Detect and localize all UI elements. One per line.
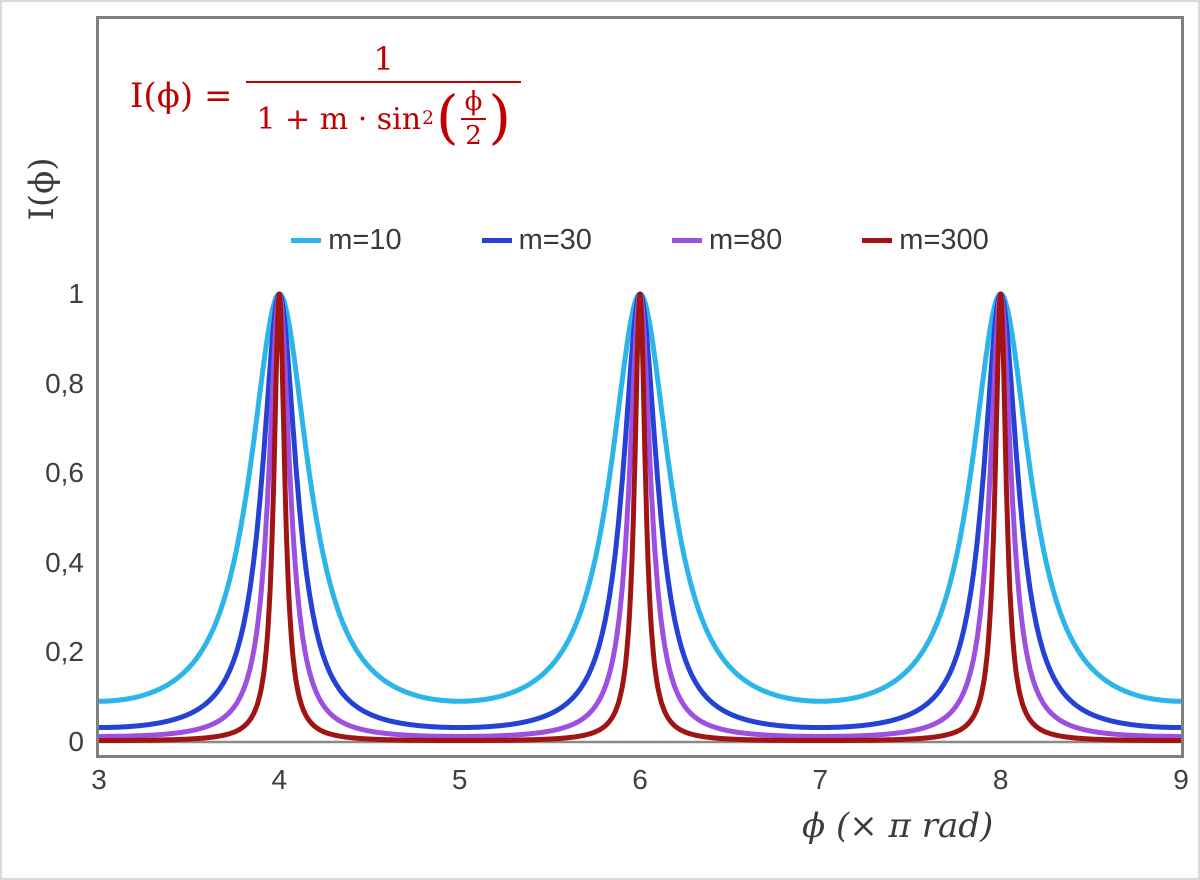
formula-annotation: I(ϕ) = 1 1 + m · sin 2 ( ϕ 2 ) [130,40,521,151]
x-tick-label: 4 [271,764,288,795]
y-tick-label: 0,4 [45,546,84,578]
right-paren: ) [488,82,511,151]
formula-den-prefix: 1 + m · sin [256,101,422,137]
inner-fraction: ϕ 2 [461,87,487,151]
legend-label: m=300 [899,224,989,256]
formula-fraction: 1 1 + m · sin 2 ( ϕ 2 ) [246,40,521,151]
x-tick-label: 7 [812,764,829,795]
inner-denominator: 2 [461,118,486,151]
legend-label: m=80 [708,224,783,256]
y-tick-label: 0,6 [45,457,84,489]
series-line-m=80 [99,291,1181,739]
formula-lhs: I(ϕ) = [130,75,233,116]
formula-denominator: 1 + m · sin 2 ( ϕ 2 ) [246,81,521,151]
x-tick-label: 3 [91,764,107,795]
legend-item-m=300: m=300 [862,224,989,257]
inner-numerator: ϕ [464,87,483,117]
y-tick-label: 1 [68,278,84,309]
y-tick-label: 0,8 [45,367,84,399]
x-tick-label: 6 [632,764,648,795]
series-line-m=300 [99,291,1181,743]
legend-label: m=30 [518,224,592,256]
y-tick-label: 0,2 [45,636,84,668]
series-line-m=30 [99,291,1181,730]
x-tick-label: 5 [451,764,468,795]
x-tick-label: 8 [992,764,1009,795]
legend-item-m=30: m=30 [481,224,592,257]
legend-item-m=80: m=80 [671,224,783,257]
plot-area [96,16,1184,758]
formula-numerator: 1 [373,40,394,78]
legend-label: m=10 [328,224,402,256]
left-paren: ( [435,82,459,151]
legend-swatch [481,238,512,243]
y-axis-title: I(ϕ) [22,157,62,221]
curves-svg [99,291,1181,744]
legend-swatch [671,238,702,243]
legend-item-m=10: m=10 [291,224,402,257]
y-tick-label: 0 [68,726,84,757]
x-axis-title: ϕ (× π rad) [802,806,994,846]
legend-swatch [291,238,322,243]
legend-swatch [862,238,893,243]
legend: m=10 m=30 m=80 m=300 [99,224,1181,257]
x-tick-label: 9 [1173,764,1189,795]
